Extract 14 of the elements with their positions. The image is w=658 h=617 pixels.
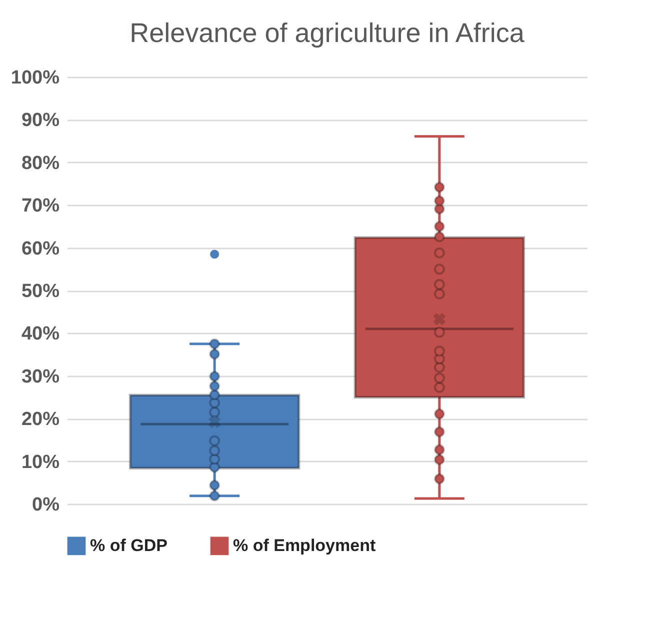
y-tick-label: 10% <box>21 452 60 473</box>
y-tick-label: 100% <box>10 68 60 88</box>
y-tick-label: 80% <box>21 152 60 174</box>
y-tick-label: 70% <box>21 196 60 217</box>
y-tick-label: 90% <box>21 110 60 132</box>
y-tick-label: 30% <box>21 366 60 388</box>
legend-label: % of Employment <box>233 536 376 555</box>
chart-title: Relevance of agriculture in Africa <box>130 18 526 48</box>
y-tick-label: 0% <box>32 494 60 516</box>
y-tick-label: 40% <box>21 324 60 345</box>
y-tick-label: 20% <box>21 409 60 430</box>
legend-label: % of GDP <box>90 536 168 555</box>
y-tick-label: 50% <box>21 281 60 302</box>
y-tick-label: 60% <box>21 238 60 260</box>
